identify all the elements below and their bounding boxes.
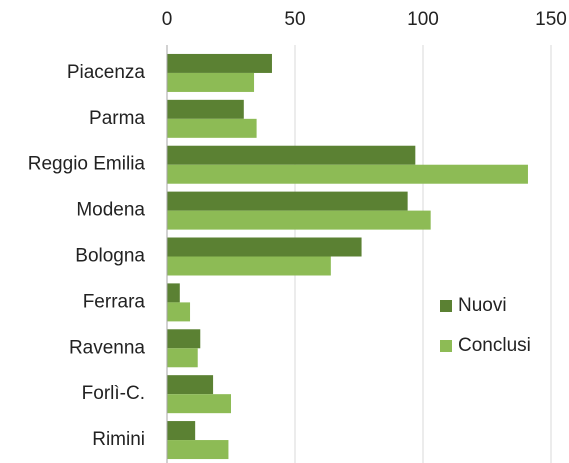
bar — [167, 99, 244, 119]
y-tick-label: Modena — [76, 200, 145, 221]
bar — [167, 440, 229, 460]
y-tick-label: Parma — [89, 108, 145, 129]
bar — [167, 421, 196, 441]
bar — [167, 191, 408, 211]
x-tick-label: 50 — [284, 9, 305, 30]
legend-label: Conclusi — [458, 335, 531, 356]
bar — [167, 53, 272, 73]
legend-swatch — [440, 340, 452, 352]
y-tick-label: Forlì-C. — [82, 383, 145, 404]
x-tick-label: 100 — [407, 9, 439, 30]
bar — [167, 256, 331, 276]
bar — [167, 72, 255, 92]
bar — [167, 210, 431, 230]
y-tick-label: Piacenza — [67, 62, 146, 83]
bar — [167, 164, 528, 184]
y-tick-label: Rimini — [92, 429, 145, 450]
y-tick-label: Ravenna — [69, 337, 145, 358]
bar — [167, 348, 198, 368]
y-tick-label: Bologna — [75, 246, 145, 267]
x-tick-label: 150 — [535, 9, 567, 30]
legend-label: Nuovi — [458, 295, 507, 316]
bar — [167, 375, 214, 395]
bar — [167, 329, 201, 349]
bar — [167, 394, 231, 414]
bar — [167, 283, 180, 303]
y-tick-label: Ferrara — [83, 291, 146, 312]
bar — [167, 145, 416, 165]
bar — [167, 118, 257, 138]
bar — [167, 237, 362, 257]
legend-swatch — [440, 300, 452, 312]
bar — [167, 302, 191, 322]
x-tick-label: 0 — [162, 9, 173, 30]
y-tick-label: Reggio Emilia — [28, 154, 146, 175]
